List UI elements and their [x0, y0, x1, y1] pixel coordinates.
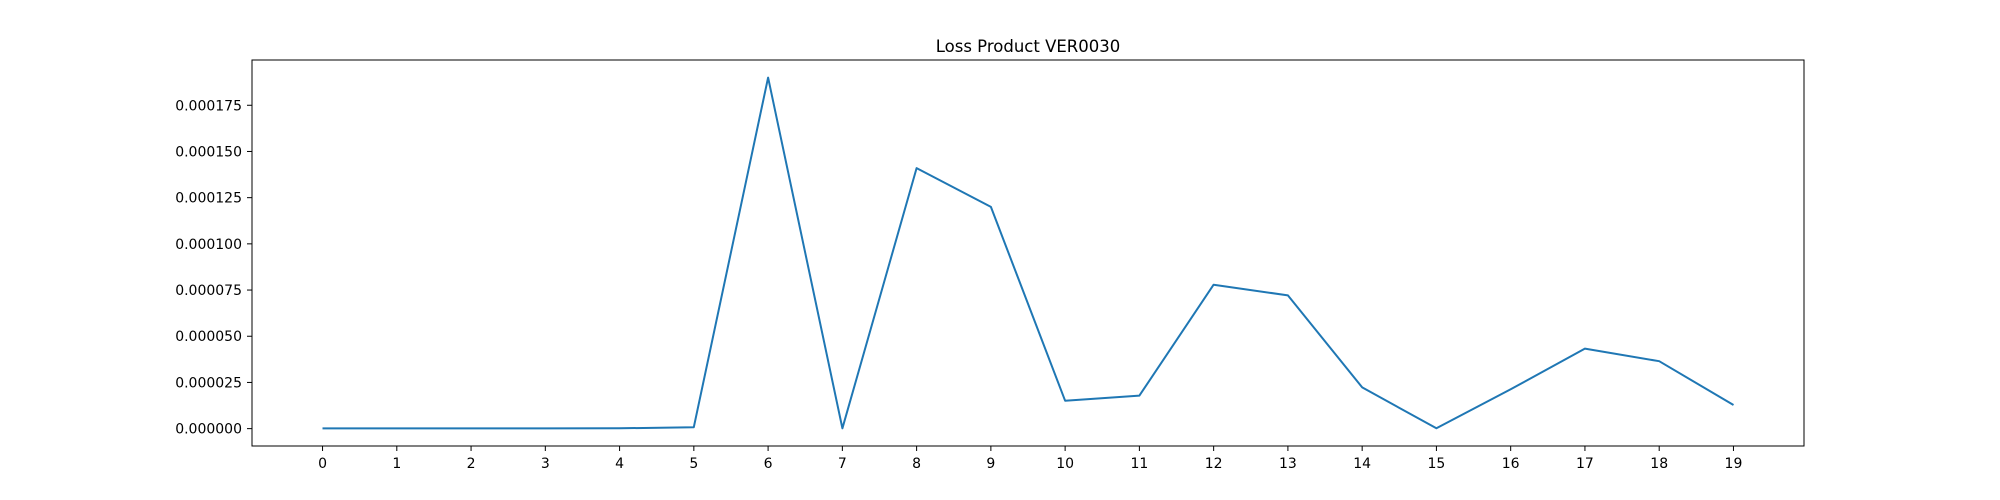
x-tick-label: 8 — [912, 456, 921, 472]
y-tick-label: 0.000125 — [175, 191, 242, 207]
x-tick-label: 6 — [764, 456, 773, 472]
plot-area-frame — [251, 59, 1805, 447]
chart-title: Loss Product VER0030 — [936, 37, 1121, 56]
x-tick-label: 19 — [1725, 456, 1743, 472]
x-tick-label: 7 — [838, 456, 847, 472]
x-tick-label: 4 — [615, 456, 624, 472]
y-tick-label: 0.000050 — [175, 329, 242, 345]
x-tick-label: 11 — [1130, 456, 1148, 472]
x-axis: 0 1 2 3 4 5 6 7 8 9 10 11 12 13 14 15 16 17 18 19 — [318, 446, 1742, 472]
x-tick-label: 2 — [467, 456, 476, 472]
y-tick-label: 0.000000 — [175, 422, 242, 438]
x-tick-label: 5 — [689, 456, 698, 472]
y-tick-label: 0.000175 — [175, 98, 242, 114]
x-tick-label: 14 — [1353, 456, 1371, 472]
x-tick-label: 10 — [1056, 456, 1074, 472]
x-tick-label: 3 — [541, 456, 550, 472]
x-tick-label: 9 — [986, 456, 995, 472]
x-tick-label: 18 — [1650, 456, 1668, 472]
x-tick-label: 17 — [1576, 456, 1594, 472]
y-axis: 0.000000 0.000025 0.000050 0.000075 0.000100… — [175, 98, 252, 438]
y-tick-label: 0.000075 — [175, 283, 242, 299]
y-tick-label: 0.000100 — [175, 237, 242, 253]
x-tick-label: 12 — [1205, 456, 1223, 472]
x-tick-label: 15 — [1428, 456, 1446, 472]
x-tick-label: 16 — [1502, 456, 1520, 472]
x-tick-label: 13 — [1279, 456, 1297, 472]
y-tick-label: 0.000150 — [175, 144, 242, 160]
loss-series-line — [322, 76, 1735, 430]
x-tick-label: 1 — [392, 456, 401, 472]
y-tick-label: 0.000025 — [175, 375, 242, 391]
x-tick-label: 0 — [318, 456, 327, 472]
